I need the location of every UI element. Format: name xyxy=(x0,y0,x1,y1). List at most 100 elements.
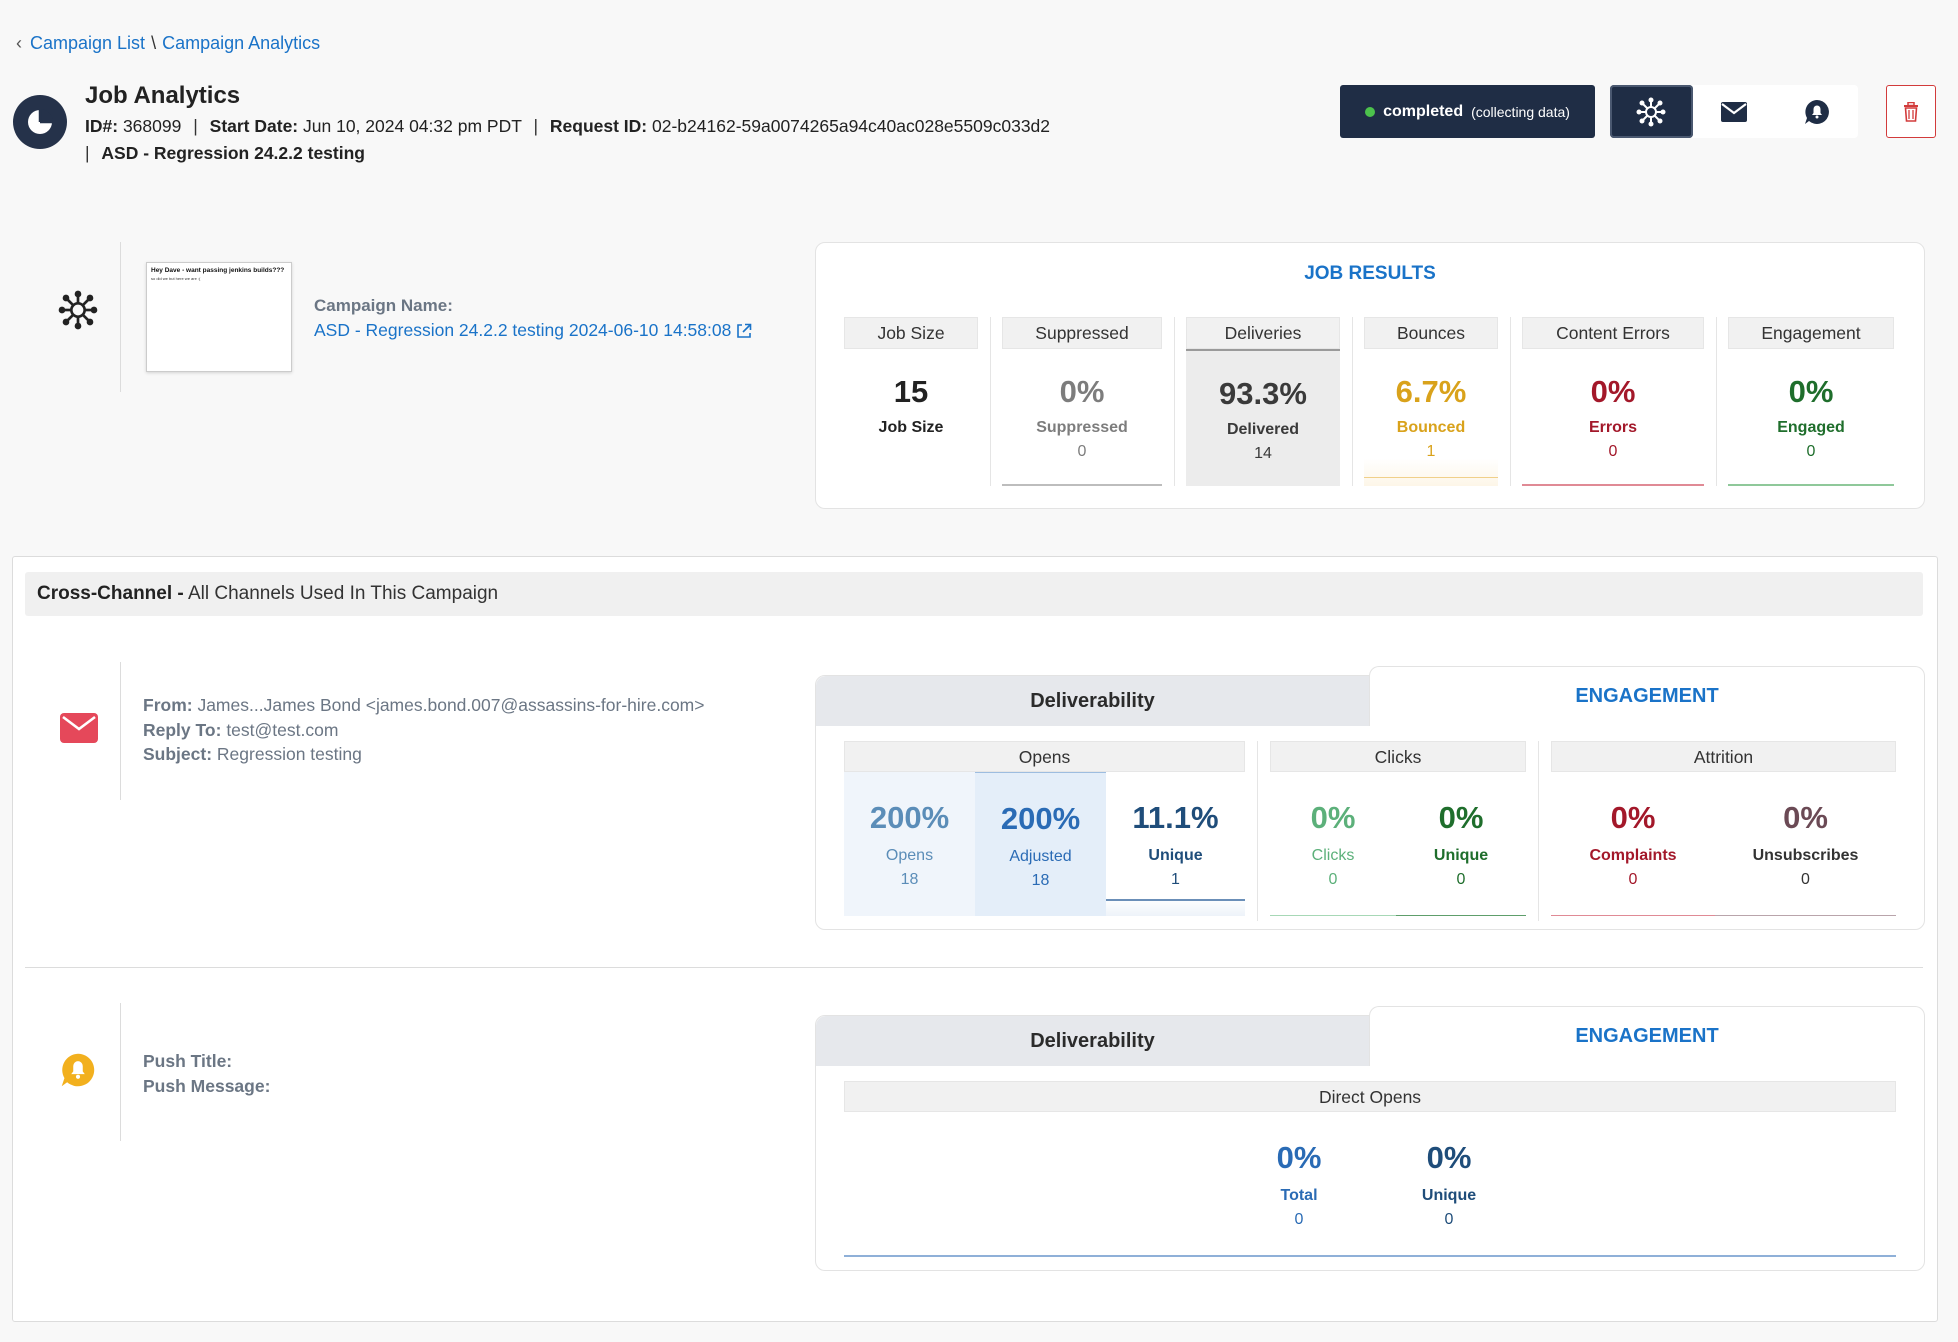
metric-count: 0 xyxy=(1628,871,1638,888)
request-id-value: 02-b24162-59a0074265a94c40ac028e5509c033… xyxy=(652,116,1051,136)
divider xyxy=(1174,317,1175,486)
campaign-name-label: Campaign Name: xyxy=(314,296,453,315)
metric-value: 0% xyxy=(1438,800,1484,835)
section-divider xyxy=(25,967,1923,968)
metric-clicks: 0% Clicks 0 xyxy=(1270,772,1396,916)
divider xyxy=(1257,741,1258,921)
id-value: 368099 xyxy=(122,116,182,136)
metric-unique-opens: 11.1% Unique 1 xyxy=(1106,772,1245,916)
start-date-label: Start Date: xyxy=(209,116,299,136)
underline xyxy=(1002,484,1162,486)
metric-value: 93.3% xyxy=(1219,376,1307,411)
id-label: ID#: xyxy=(85,116,119,136)
job-results-card: JOB RESULTS Job Size 15 Job Size Suppres… xyxy=(815,242,1925,509)
trash-icon xyxy=(1904,101,1918,122)
from-label: From: xyxy=(143,695,193,715)
divider xyxy=(1716,317,1717,486)
underline xyxy=(1270,914,1396,916)
underline xyxy=(1551,914,1715,916)
breadcrumb-campaign-analytics[interactable]: Campaign Analytics xyxy=(162,33,321,53)
metric-label: Bounced xyxy=(1396,419,1466,436)
metric-count: 18 xyxy=(900,871,919,888)
cross-channel-campaign-icon xyxy=(58,290,98,335)
push-channel-button[interactable] xyxy=(1775,85,1858,138)
metric-value: 0% xyxy=(1610,800,1656,835)
metric-label: Suppressed xyxy=(1036,419,1128,436)
tab-deliverability[interactable]: Deliverability xyxy=(816,1016,1369,1066)
group-opens: Opens xyxy=(844,741,1245,772)
metric-job-size: Job Size 15 Job Size xyxy=(844,317,978,486)
push-title-label: Push Title: xyxy=(143,1051,233,1071)
metric-count: 1 xyxy=(1426,443,1436,460)
metric-head: Engagement xyxy=(1728,317,1894,349)
cross-channel-subtitle: All Channels Used In This Campaign xyxy=(187,583,499,604)
metric-value: 0% xyxy=(1590,374,1636,409)
metric-head: Job Size xyxy=(844,317,978,349)
metric-complaints: 0% Complaints 0 xyxy=(1551,772,1715,916)
metric-unique: 0% Unique 0 xyxy=(1384,1112,1514,1242)
external-link-icon[interactable] xyxy=(736,323,752,339)
page-title: Job Analytics xyxy=(85,82,241,109)
divider xyxy=(1538,741,1539,921)
tab-engagement[interactable]: ENGAGEMENT xyxy=(1369,1006,1925,1066)
metric-count: 1 xyxy=(1171,871,1180,888)
tab-engagement[interactable]: ENGAGEMENT xyxy=(1369,666,1925,726)
divider xyxy=(1352,317,1353,486)
metric-opens: 200% Opens 18 xyxy=(844,772,975,916)
cross-channel-icon xyxy=(1636,97,1666,126)
push-message-label: Push Message: xyxy=(143,1075,271,1096)
divider xyxy=(990,317,991,486)
breadcrumb-campaign-list[interactable]: Campaign List xyxy=(30,33,146,53)
pipe-3: | xyxy=(85,143,90,163)
email-thumbnail[interactable]: Hey Dave - want passing jenkins builds??… xyxy=(146,262,292,372)
metric-label: Errors xyxy=(1588,419,1638,436)
metric-label: Unsubscribes xyxy=(1752,847,1859,864)
metric-value: 15 xyxy=(893,374,929,409)
push-details: Push Title: Push Message: xyxy=(143,1049,270,1098)
metric-suppressed: Suppressed 0% Suppressed 0 xyxy=(1002,317,1162,486)
metric-value: 6.7% xyxy=(1395,374,1467,409)
metric-label: Complaints xyxy=(1589,847,1677,864)
metric-value: 0% xyxy=(1426,1140,1472,1175)
divider xyxy=(120,662,121,800)
tab-deliverability[interactable]: Deliverability xyxy=(816,676,1369,726)
underline xyxy=(1715,914,1896,916)
status-badge: completed (collecting data) xyxy=(1340,85,1595,138)
metric-unsubscribes: 0% Unsubscribes 0 xyxy=(1715,772,1896,916)
underline xyxy=(1106,899,1245,901)
metric-adjusted: 200% Adjusted 18 xyxy=(975,772,1106,916)
push-metrics-card: Deliverability ENGAGEMENT Direct Opens 0… xyxy=(815,1006,1925,1271)
metric-count: 0 xyxy=(1328,871,1338,888)
chevron-left-icon[interactable]: ‹ xyxy=(16,33,22,53)
breadcrumb: ‹ Campaign List \ Campaign Analytics xyxy=(16,33,320,54)
metric-label: Job Size xyxy=(878,419,944,436)
campaign-name-value[interactable]: ASD - Regression 24.2.2 testing 2024-06-… xyxy=(314,320,732,340)
metric-bounces: Bounces 6.7% Bounced 1 xyxy=(1364,317,1498,486)
envelope-icon xyxy=(1721,101,1747,122)
delete-button[interactable] xyxy=(1886,85,1936,138)
metric-engagement: Engagement 0% Engaged 0 xyxy=(1728,317,1894,486)
from-value: James...James Bond <james.bond.007@assas… xyxy=(197,695,705,715)
metric-count: 0 xyxy=(1806,443,1816,460)
cross-channel-button[interactable] xyxy=(1610,85,1693,138)
email-channel-button[interactable] xyxy=(1693,85,1776,138)
status-state: completed xyxy=(1383,102,1464,120)
push-bell-icon xyxy=(1804,99,1829,124)
metric-head: Content Errors xyxy=(1522,317,1704,349)
metric-count: 0 xyxy=(1801,871,1810,888)
reply-to-value: test@test.com xyxy=(226,719,339,740)
metric-label: Adjusted xyxy=(1009,848,1072,865)
metric-value: 0% xyxy=(1310,800,1356,835)
email-icon xyxy=(60,713,98,748)
group-direct-opens: Direct Opens xyxy=(844,1081,1896,1112)
metric-count: 0 xyxy=(1444,1211,1454,1228)
pie-chart-icon xyxy=(13,95,67,149)
divider xyxy=(120,242,121,392)
metric-head: Deliveries xyxy=(1186,317,1340,349)
campaign-name-link[interactable]: ASD - Regression 24.2.2 testing 2024-06-… xyxy=(314,320,752,341)
channel-toggle-group xyxy=(1610,85,1858,138)
request-id-label: Request ID: xyxy=(549,116,648,136)
metric-count: 18 xyxy=(1031,872,1050,889)
metric-value: 0% xyxy=(1059,374,1105,409)
group-attrition: Attrition xyxy=(1551,741,1896,772)
